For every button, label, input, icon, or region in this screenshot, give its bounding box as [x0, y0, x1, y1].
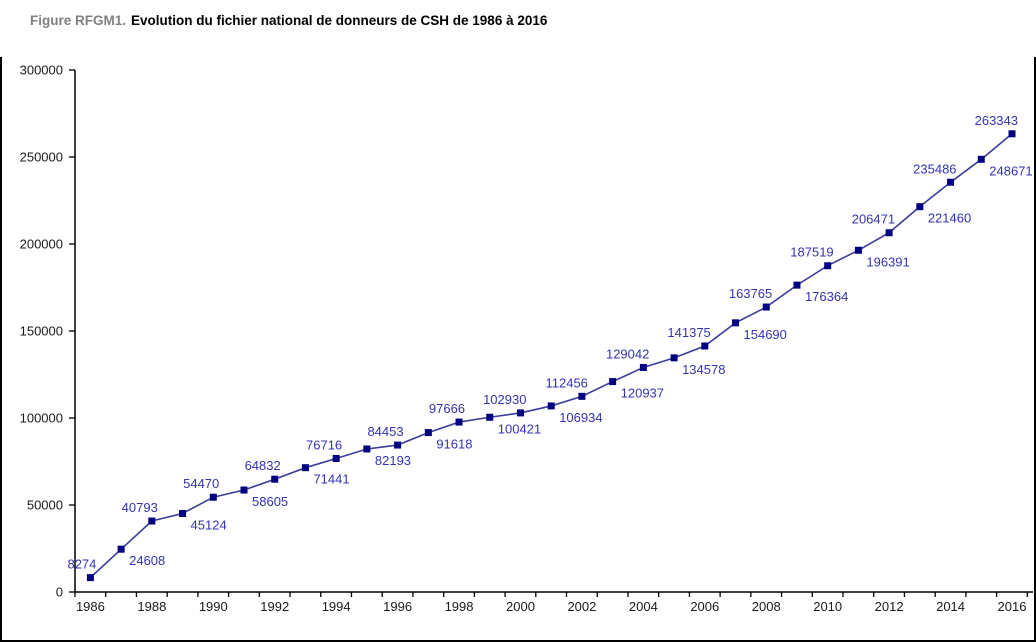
data-point-marker	[424, 429, 432, 437]
x-axis-tick-label: 2010	[813, 599, 842, 614]
data-point-marker	[732, 319, 740, 327]
data-point-label: 221460	[928, 211, 971, 226]
data-point-label: 58605	[252, 494, 288, 509]
y-axis-tick-label: 100000	[20, 411, 63, 426]
x-axis-tick-label: 2000	[506, 599, 535, 614]
x-axis-tick-label: 2002	[567, 599, 596, 614]
data-point-marker	[1008, 130, 1016, 138]
data-point-marker	[578, 392, 586, 400]
y-axis-tick-label: 250000	[20, 150, 63, 165]
x-axis-tick-label: 2016	[998, 599, 1027, 614]
x-axis-tick-label: 2006	[690, 599, 719, 614]
data-point-marker	[86, 574, 94, 582]
data-point-marker	[947, 178, 955, 186]
data-point-label: 163765	[729, 286, 772, 301]
data-point-marker	[363, 445, 371, 453]
y-axis-tick-label: 50000	[27, 498, 63, 513]
data-point-label: 24608	[129, 553, 165, 568]
y-axis-tick-label: 0	[56, 585, 63, 600]
data-point-label: 8274	[67, 557, 96, 572]
data-point-marker	[977, 155, 985, 163]
data-point-label: 54470	[183, 476, 219, 491]
series-line	[89, 133, 1013, 579]
data-point-label: 134578	[682, 362, 725, 377]
data-point-marker	[271, 475, 279, 483]
data-point-label: 154690	[744, 327, 787, 342]
data-point-label: 235486	[913, 161, 956, 176]
data-point-marker	[301, 464, 309, 472]
x-axis-tick-label: 1990	[199, 599, 228, 614]
data-point-label: 206471	[852, 212, 895, 227]
data-point-marker	[240, 486, 248, 494]
data-point-marker	[148, 517, 156, 525]
chart-title-prefix: Figure RFGM1.	[30, 13, 127, 28]
data-point-marker	[179, 509, 187, 517]
data-point-marker	[547, 402, 555, 410]
data-point-label: 112456	[545, 375, 587, 390]
data-point-marker	[701, 342, 709, 350]
data-point-marker	[486, 413, 494, 421]
x-axis-tick-label: 2004	[629, 599, 658, 614]
data-point-marker	[639, 363, 647, 371]
data-point-label: 263343	[975, 113, 1018, 128]
data-point-marker	[455, 418, 463, 426]
data-point-label: 141375	[667, 325, 710, 340]
data-point-marker	[762, 303, 770, 311]
data-point-marker	[609, 378, 617, 386]
data-point-marker	[885, 229, 893, 237]
x-axis-tick-label: 1998	[445, 599, 474, 614]
data-point-marker	[824, 262, 832, 270]
data-point-marker	[516, 409, 524, 417]
x-axis-tick-label: 2008	[752, 599, 781, 614]
data-point-label: 91618	[436, 437, 472, 452]
data-point-label: 76716	[306, 438, 342, 453]
data-point-marker	[209, 493, 217, 501]
data-point-marker	[793, 281, 801, 289]
x-axis-tick-label: 1992	[260, 599, 289, 614]
data-point-marker	[332, 455, 340, 463]
chart-frame-border	[0, 57, 1036, 642]
y-axis-tick-label: 200000	[20, 237, 63, 252]
data-point-label: 187519	[790, 245, 833, 260]
data-point-label: 176364	[805, 289, 848, 304]
x-axis-tick-label: 1996	[383, 599, 412, 614]
data-point-label: 106934	[559, 410, 602, 425]
data-point-label: 248671	[989, 163, 1032, 178]
data-point-label: 45124	[191, 517, 227, 532]
x-axis-tick-label: 2012	[875, 599, 904, 614]
data-point-label: 71441	[313, 472, 349, 487]
data-point-marker	[670, 354, 678, 362]
data-point-marker	[854, 246, 862, 254]
x-axis-tick-label: 1986	[76, 599, 105, 614]
data-point-marker	[117, 545, 125, 553]
data-point-label: 64832	[245, 458, 281, 473]
data-point-label: 40793	[122, 500, 158, 515]
data-point-marker	[916, 203, 924, 211]
data-point-label: 82193	[375, 453, 411, 468]
data-point-label: 84453	[367, 424, 403, 439]
chart-title: Figure RFGM1. Evolution du fichier nation…	[30, 13, 547, 28]
data-point-label: 100421	[498, 421, 541, 436]
data-point-label: 129042	[606, 346, 649, 361]
x-axis-tick-label: 2014	[936, 599, 965, 614]
x-axis-tick-label: 1994	[322, 599, 351, 614]
data-point-label: 97666	[429, 401, 465, 416]
data-point-label: 120937	[621, 386, 664, 401]
data-point-label: 102930	[483, 392, 526, 407]
y-axis-tick-label: 150000	[20, 324, 63, 339]
data-point-label: 196391	[866, 254, 909, 269]
data-point-marker	[394, 441, 402, 449]
x-axis-tick-label: 1988	[137, 599, 166, 614]
chart-title-text: Evolution du fichier national de donneur…	[131, 13, 548, 28]
y-axis-tick-label: 300000	[20, 63, 63, 78]
